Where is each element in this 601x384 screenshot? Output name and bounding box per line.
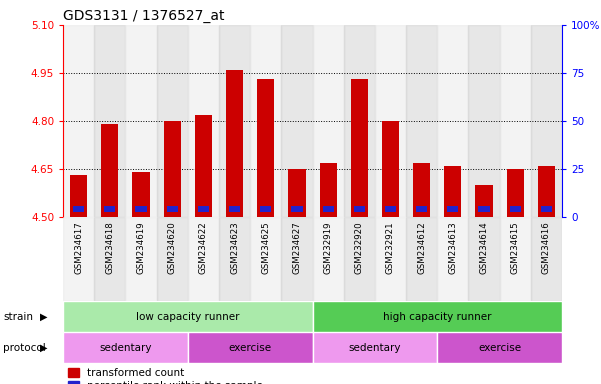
Bar — [416, 207, 427, 212]
Bar — [73, 207, 84, 212]
Bar — [94, 217, 126, 301]
Bar — [188, 332, 313, 363]
Bar — [444, 166, 462, 217]
Bar — [478, 207, 490, 212]
Text: exercise: exercise — [478, 343, 521, 353]
Bar — [226, 70, 243, 217]
Text: GSM234612: GSM234612 — [417, 221, 426, 274]
Text: GSM234627: GSM234627 — [293, 221, 302, 274]
Text: high capacity runner: high capacity runner — [383, 312, 492, 322]
Bar — [510, 207, 520, 212]
Text: GSM234618: GSM234618 — [105, 221, 114, 274]
Text: GSM234620: GSM234620 — [168, 221, 177, 274]
Bar — [320, 162, 337, 217]
Bar — [135, 207, 147, 212]
Text: strain: strain — [3, 312, 33, 322]
Bar — [219, 217, 250, 301]
Text: GSM234613: GSM234613 — [448, 221, 457, 274]
Bar — [313, 25, 344, 217]
Bar — [70, 175, 87, 217]
Bar — [288, 169, 305, 217]
Bar — [63, 25, 94, 217]
Bar — [63, 332, 188, 363]
Text: GSM232919: GSM232919 — [323, 221, 332, 274]
Text: GSM232920: GSM232920 — [355, 221, 364, 274]
Bar — [354, 207, 365, 212]
Bar — [344, 25, 375, 217]
Bar — [157, 217, 188, 301]
Bar — [438, 332, 562, 363]
Bar — [188, 217, 219, 301]
Bar — [475, 185, 493, 217]
Bar — [63, 301, 313, 332]
Text: GSM234615: GSM234615 — [511, 221, 520, 274]
Text: GSM234619: GSM234619 — [136, 221, 145, 274]
Bar — [257, 79, 274, 217]
Bar — [195, 114, 212, 217]
Bar — [499, 25, 531, 217]
Bar — [250, 217, 281, 301]
Text: GSM234625: GSM234625 — [261, 221, 270, 274]
Bar — [198, 207, 209, 212]
Bar — [250, 25, 281, 217]
Bar — [63, 217, 94, 301]
Bar — [538, 166, 555, 217]
Text: GSM234617: GSM234617 — [74, 221, 83, 274]
Bar — [163, 121, 181, 217]
Text: GSM234622: GSM234622 — [199, 221, 208, 274]
Bar — [229, 207, 240, 212]
Text: GSM234616: GSM234616 — [542, 221, 551, 274]
Text: sedentary: sedentary — [349, 343, 401, 353]
Text: ▶: ▶ — [40, 343, 47, 353]
Bar — [438, 217, 468, 301]
Bar — [105, 207, 115, 212]
Bar — [382, 121, 399, 217]
Text: GDS3131 / 1376527_at: GDS3131 / 1376527_at — [63, 8, 225, 23]
Text: GSM232921: GSM232921 — [386, 221, 395, 274]
Bar — [375, 25, 406, 217]
Bar — [132, 172, 150, 217]
Legend: transformed count, percentile rank within the sample: transformed count, percentile rank withi… — [69, 368, 263, 384]
Bar — [126, 217, 157, 301]
Bar — [94, 25, 126, 217]
Bar — [541, 207, 552, 212]
Text: low capacity runner: low capacity runner — [136, 312, 240, 322]
Bar — [188, 25, 219, 217]
Bar — [468, 25, 499, 217]
Bar — [406, 217, 438, 301]
Bar — [157, 25, 188, 217]
Bar — [313, 217, 344, 301]
Bar — [126, 25, 157, 217]
Bar — [385, 207, 396, 212]
Bar — [507, 169, 523, 217]
Bar — [375, 217, 406, 301]
Bar — [313, 301, 562, 332]
Bar — [351, 79, 368, 217]
Bar — [323, 207, 334, 212]
Text: sedentary: sedentary — [99, 343, 151, 353]
Bar — [166, 207, 178, 212]
Bar — [531, 217, 562, 301]
Bar — [260, 207, 271, 212]
Bar — [313, 332, 438, 363]
Bar — [291, 207, 302, 212]
Text: exercise: exercise — [228, 343, 272, 353]
Bar — [102, 124, 118, 217]
Text: protocol: protocol — [3, 343, 46, 353]
Bar — [447, 207, 459, 212]
Text: ▶: ▶ — [40, 312, 47, 322]
Bar — [499, 217, 531, 301]
Text: GSM234623: GSM234623 — [230, 221, 239, 274]
Bar — [438, 25, 468, 217]
Bar — [406, 25, 438, 217]
Bar — [344, 217, 375, 301]
Bar — [281, 217, 313, 301]
Bar — [468, 217, 499, 301]
Bar — [281, 25, 313, 217]
Text: GSM234614: GSM234614 — [480, 221, 489, 274]
Bar — [413, 162, 430, 217]
Bar — [219, 25, 250, 217]
Bar — [531, 25, 562, 217]
